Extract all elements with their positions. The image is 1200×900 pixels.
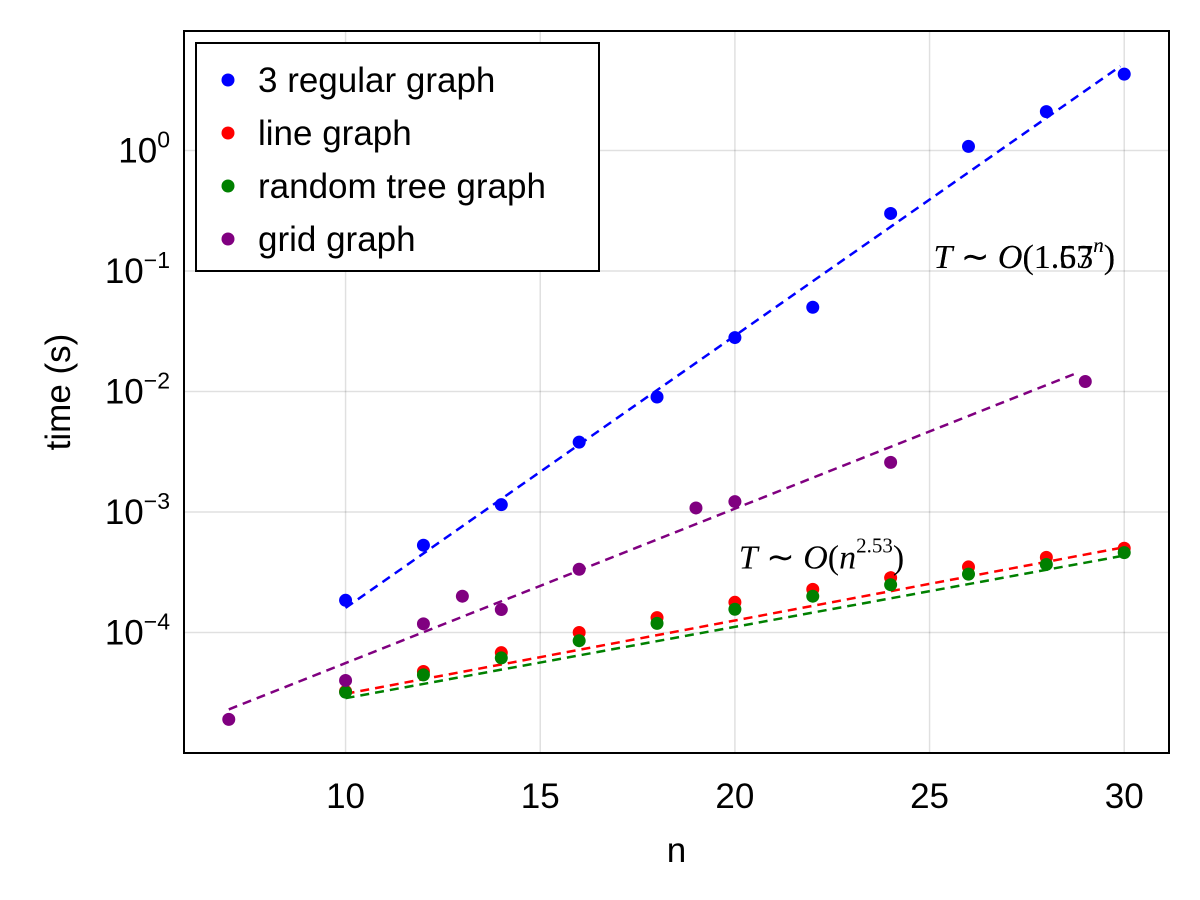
x-tick-label: 15 [521, 777, 560, 816]
legend-marker [221, 126, 235, 140]
x-tick-label: 25 [910, 777, 949, 816]
data-point-series-0 [572, 435, 586, 449]
fit-line-series-1 [345, 545, 1125, 696]
y-tick-label: 10−4 [105, 608, 170, 652]
data-point-series-2 [884, 578, 898, 592]
data-point-series-3 [572, 562, 586, 576]
x-tick-label: 30 [1105, 777, 1144, 816]
legend-marker [221, 73, 235, 87]
data-point-series-3 [884, 455, 898, 469]
annotation-exp_fit_b: T ∼ O(1.57n) [933, 233, 1115, 276]
fit-line-series-3 [228, 371, 1078, 711]
data-point-series-2 [650, 616, 664, 630]
data-point-series-2 [1039, 557, 1053, 571]
x-tick-label: 20 [715, 777, 754, 816]
data-point-series-3 [689, 501, 703, 515]
data-point-series-0 [728, 331, 742, 345]
data-point-series-0 [1117, 67, 1131, 81]
data-point-series-3 [728, 495, 742, 509]
data-point-series-0 [339, 593, 353, 607]
y-tick-label: 10−2 [105, 367, 170, 411]
data-point-series-3 [1078, 374, 1092, 388]
y-tick-label: 10−3 [105, 488, 170, 532]
x-axis-ticks: 10 15 20 25 30 [326, 777, 1144, 816]
data-point-series-3 [455, 589, 469, 603]
annotation-exp_fit_a: T ∼ O(1.63n) [933, 233, 1115, 276]
x-axis-title: n [667, 831, 686, 870]
data-point-series-3 [222, 712, 236, 726]
legend-marker [221, 232, 235, 246]
y-axis-title: time (s) [39, 334, 78, 451]
data-point-series-3 [339, 673, 353, 687]
data-point-series-2 [416, 668, 430, 682]
y-axis-ticks: 10−4 10−3 10−2 10−1 100 [105, 126, 170, 652]
fit-line-series-2 [345, 554, 1125, 700]
annotations: T ∼ O(1.63n)T ∼ O(1.57n) T ∼ O(n2.53) [739, 233, 1115, 577]
legend-label: 3 regular graph [258, 61, 495, 100]
y-tick-label: 100 [118, 126, 170, 170]
data-point-series-2 [572, 634, 586, 648]
data-point-series-0 [884, 206, 898, 220]
x-tick-label: 10 [326, 777, 365, 816]
data-point-series-2 [1117, 546, 1131, 560]
legend-label: grid graph [258, 220, 416, 259]
legend-label: random tree graph [258, 167, 546, 206]
y-tick-label: 10−1 [105, 247, 170, 291]
plot-frame [183, 30, 1170, 754]
legend: 3 regular graph line graph random tree gra… [195, 42, 600, 272]
data-point-series-0 [650, 390, 664, 404]
legend-label: line graph [258, 114, 412, 153]
data-point-series-0 [806, 300, 820, 314]
data-point-series-3 [416, 617, 430, 631]
legend-marker [221, 179, 235, 193]
data-point-series-0 [961, 139, 975, 153]
data-point-series-2 [339, 685, 353, 699]
data-point-series-2 [494, 651, 508, 665]
data-point-series-3 [494, 603, 508, 617]
data-point-series-2 [806, 589, 820, 603]
data-point-series-0 [494, 498, 508, 512]
legend-box [195, 42, 600, 272]
annotation-poly_fit: T ∼ O(n2.53) [739, 534, 904, 577]
data-points [222, 67, 1131, 726]
data-point-series-0 [416, 538, 430, 552]
data-point-series-2 [728, 602, 742, 616]
data-point-series-2 [961, 567, 975, 581]
data-point-series-0 [1039, 105, 1053, 119]
